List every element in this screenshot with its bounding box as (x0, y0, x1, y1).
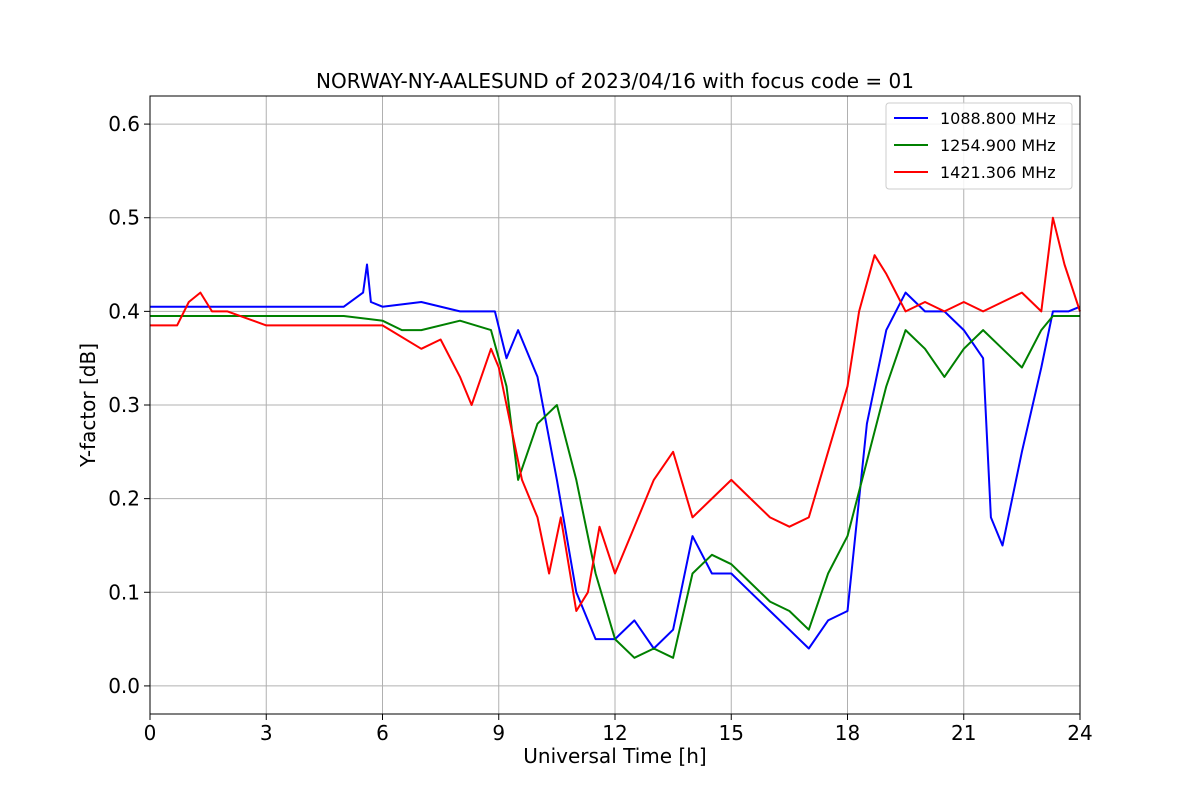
legend-label-1421-306-mhz: 1421.306 MHz (940, 163, 1056, 182)
x-tick-label: 18 (835, 721, 860, 745)
chart-title: NORWAY-NY-AALESUND of 2023/04/16 with fo… (316, 69, 914, 93)
x-tick-label: 9 (492, 721, 505, 745)
y-axis-label: Y-factor [dB] (76, 343, 100, 468)
y-tick-label: 0.4 (108, 299, 140, 323)
series-group (150, 216, 1081, 659)
y-tick-label: 0.3 (108, 393, 140, 417)
x-tick-label: 12 (602, 721, 627, 745)
series-line-1088-800-mhz (150, 263, 1081, 650)
x-tick-label: 3 (260, 721, 273, 745)
legend-label-1088-800-mhz: 1088.800 MHz (940, 109, 1056, 128)
y-tick-label: 0.6 (108, 112, 140, 136)
x-tick-label: 6 (376, 721, 389, 745)
y-tick-label: 0.0 (108, 674, 140, 698)
legend-label-1254-900-mhz: 1254.900 MHz (940, 136, 1056, 155)
y-tick-label: 0.5 (108, 206, 140, 230)
x-tick-label: 21 (951, 721, 976, 745)
y-axis-ticks: 0.0 0.1 0.2 0.3 0.4 0.5 0.6 (108, 112, 150, 698)
series-line-1421-306-mhz (150, 216, 1081, 612)
legend-box (885, 102, 1073, 190)
x-axis-label: Universal Time [h] (523, 744, 706, 768)
legend: 1088.800 MHz 1254.900 MHz 1421.306 MHz (885, 102, 1073, 190)
x-tick-label: 24 (1067, 721, 1092, 745)
series-line-1254-900-mhz (150, 315, 1080, 659)
x-tick-label: 0 (144, 721, 157, 745)
y-tick-label: 0.2 (108, 487, 140, 511)
x-tick-label: 15 (719, 721, 744, 745)
x-axis-ticks: 0 3 6 9 12 15 18 21 24 (144, 714, 1093, 745)
y-tick-label: 0.1 (108, 580, 140, 604)
